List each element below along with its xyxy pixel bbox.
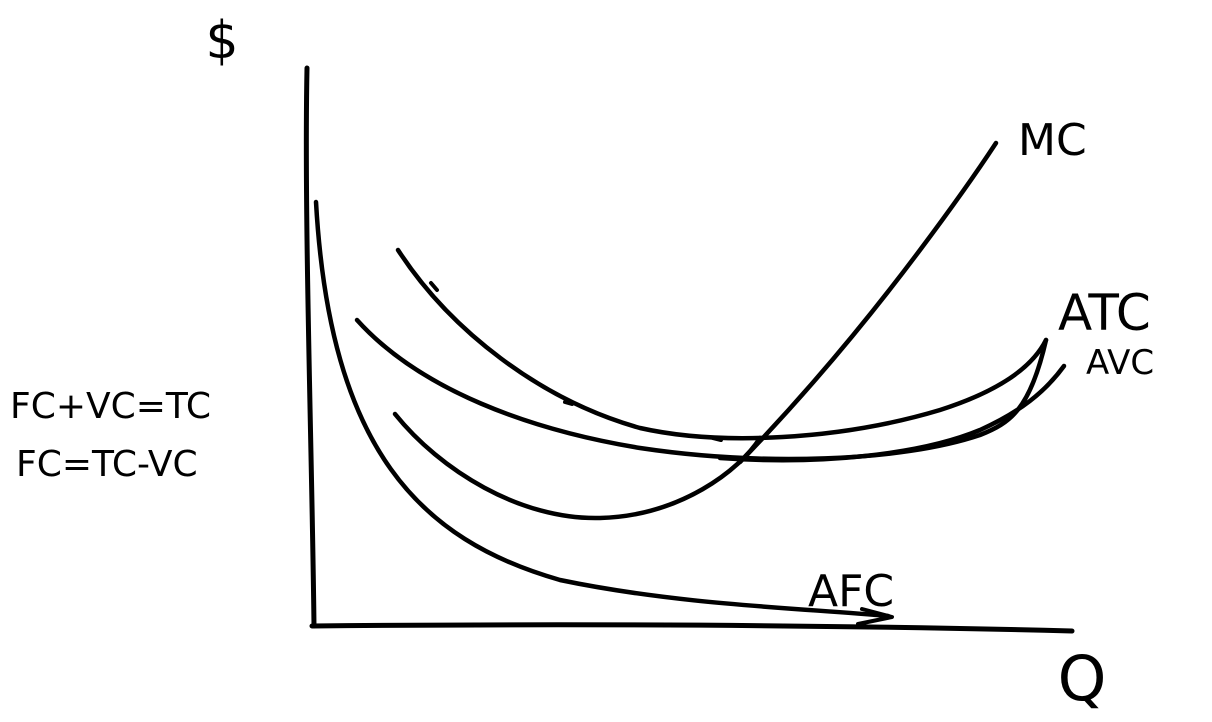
mc-label: MC [1018, 115, 1087, 166]
tick-mark-3 [711, 436, 723, 442]
tick-mark-1 [429, 281, 439, 292]
equation-line-2: FC=TC-VC [16, 444, 198, 485]
tick-mark-2 [563, 400, 574, 406]
avc-right-curve [717, 363, 1067, 463]
equation-line-1: FC+VC=TC [10, 386, 211, 427]
avc-label: AVC [1086, 343, 1154, 383]
lower-u-curve [392, 411, 763, 521]
afc-curve [313, 199, 891, 619]
x-axis [309, 622, 1075, 634]
afc-arrowhead [856, 607, 894, 626]
y-axis [303, 65, 317, 629]
atc-label: ATC [1058, 284, 1151, 342]
x-axis-label: Q [1058, 642, 1107, 715]
y-axis-label: $ [205, 11, 238, 71]
mc-curve [737, 140, 999, 465]
afc-label: AFC [808, 566, 894, 617]
atc-curve [395, 247, 1049, 441]
